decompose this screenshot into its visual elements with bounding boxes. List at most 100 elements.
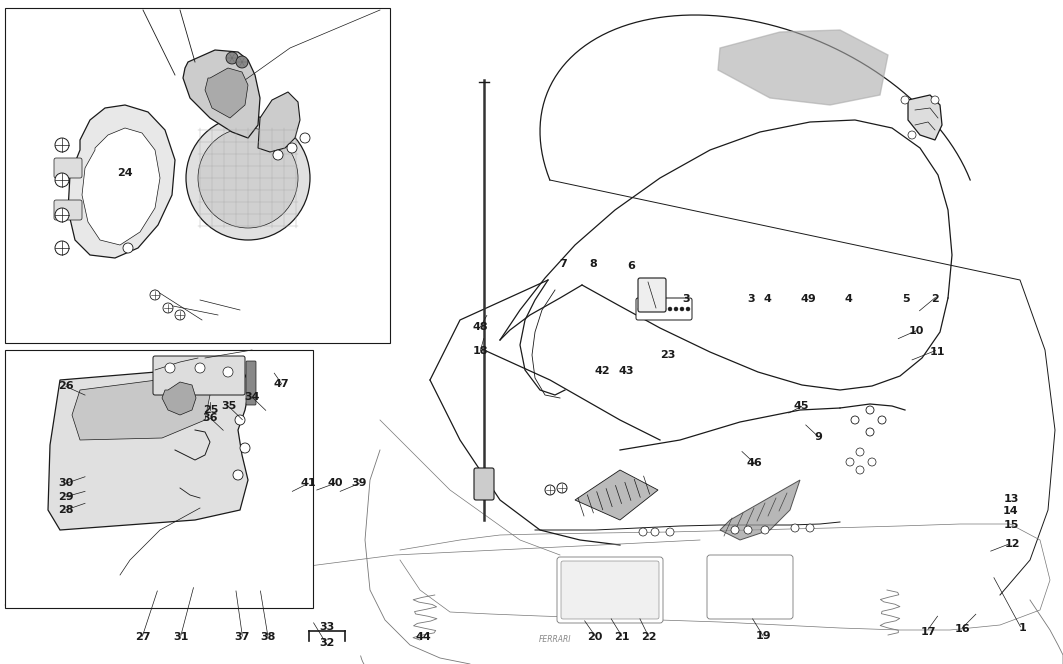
Text: 3: 3 [681, 293, 690, 304]
Circle shape [287, 143, 297, 153]
Circle shape [545, 485, 555, 495]
FancyBboxPatch shape [246, 361, 256, 405]
Text: 28: 28 [58, 505, 73, 515]
Circle shape [644, 307, 648, 311]
Circle shape [866, 428, 874, 436]
Circle shape [731, 526, 739, 534]
Text: 7: 7 [559, 259, 568, 270]
FancyBboxPatch shape [636, 298, 692, 320]
Circle shape [236, 56, 248, 68]
Text: 9: 9 [814, 432, 823, 442]
Circle shape [931, 96, 939, 104]
Circle shape [761, 526, 769, 534]
Text: 10: 10 [909, 325, 924, 336]
Circle shape [55, 173, 69, 187]
Circle shape [165, 363, 175, 373]
Text: 25: 25 [203, 405, 218, 416]
FancyBboxPatch shape [5, 350, 313, 608]
Text: 20: 20 [588, 632, 603, 643]
Text: 14: 14 [1003, 506, 1018, 517]
Circle shape [233, 470, 243, 480]
Text: 45: 45 [794, 401, 809, 412]
Text: 6: 6 [627, 260, 636, 271]
Text: 42: 42 [595, 365, 610, 376]
Circle shape [901, 96, 909, 104]
Text: 2: 2 [931, 293, 940, 304]
Circle shape [300, 133, 310, 143]
Text: 36: 36 [203, 413, 218, 424]
Circle shape [878, 416, 885, 424]
FancyBboxPatch shape [557, 557, 663, 623]
Circle shape [846, 458, 854, 466]
FancyBboxPatch shape [707, 555, 793, 619]
Text: 44: 44 [416, 632, 431, 643]
Circle shape [649, 307, 654, 311]
Text: 27: 27 [135, 632, 150, 643]
Text: 21: 21 [614, 632, 629, 643]
Polygon shape [205, 68, 248, 118]
Text: 13: 13 [1003, 494, 1018, 505]
Circle shape [856, 466, 864, 474]
FancyBboxPatch shape [153, 356, 244, 395]
Circle shape [55, 241, 69, 255]
Polygon shape [162, 382, 196, 415]
Polygon shape [82, 128, 161, 245]
Polygon shape [258, 92, 300, 152]
FancyBboxPatch shape [638, 278, 667, 312]
Text: 15: 15 [1003, 519, 1018, 530]
Polygon shape [908, 95, 942, 140]
Circle shape [226, 52, 238, 64]
Circle shape [55, 138, 69, 152]
Text: 11: 11 [930, 347, 945, 357]
Circle shape [791, 524, 799, 532]
FancyBboxPatch shape [54, 200, 82, 220]
Circle shape [55, 208, 69, 222]
Text: 1: 1 [1018, 623, 1027, 633]
Circle shape [273, 150, 283, 160]
Circle shape [662, 307, 667, 311]
Circle shape [866, 406, 874, 414]
Circle shape [851, 416, 859, 424]
Text: 41: 41 [301, 478, 316, 489]
Text: FERRARI: FERRARI [539, 635, 571, 645]
Text: 48: 48 [473, 321, 488, 332]
Text: 49: 49 [800, 293, 815, 304]
Circle shape [686, 307, 690, 311]
Circle shape [908, 131, 916, 139]
Circle shape [680, 307, 684, 311]
Circle shape [123, 243, 133, 253]
Polygon shape [183, 50, 260, 138]
Text: 4: 4 [763, 293, 772, 304]
Text: 17: 17 [921, 627, 935, 637]
Circle shape [163, 303, 173, 313]
Circle shape [806, 524, 814, 532]
Polygon shape [720, 480, 800, 540]
Text: 19: 19 [756, 631, 771, 641]
Text: 46: 46 [747, 458, 762, 469]
Text: 38: 38 [260, 632, 275, 643]
Text: 4: 4 [844, 293, 853, 304]
Text: 5: 5 [901, 293, 910, 304]
Circle shape [557, 483, 567, 493]
Text: 18: 18 [473, 345, 488, 356]
Text: 34: 34 [244, 392, 259, 402]
Circle shape [195, 363, 205, 373]
Text: 47: 47 [274, 378, 289, 389]
Text: 16: 16 [955, 624, 969, 635]
Circle shape [175, 310, 185, 320]
Circle shape [198, 128, 298, 228]
Text: 29: 29 [58, 491, 73, 502]
Circle shape [150, 290, 161, 300]
Circle shape [638, 307, 642, 311]
Circle shape [223, 367, 233, 377]
Circle shape [651, 528, 659, 536]
Circle shape [656, 307, 660, 311]
Circle shape [668, 307, 672, 311]
Text: 3: 3 [747, 293, 756, 304]
Text: 31: 31 [173, 632, 188, 643]
Text: 30: 30 [58, 478, 73, 489]
Text: 43: 43 [619, 365, 634, 376]
Text: 37: 37 [235, 632, 250, 643]
Text: 26: 26 [58, 381, 73, 392]
Circle shape [868, 458, 876, 466]
